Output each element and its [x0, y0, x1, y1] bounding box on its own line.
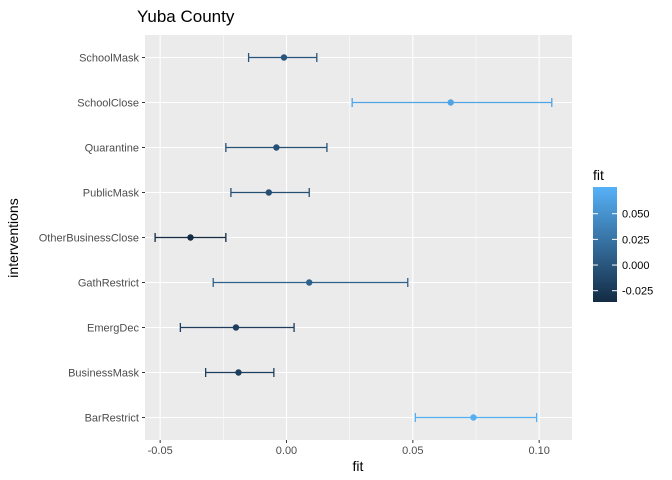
fit-point: [280, 54, 288, 61]
fit-point: [187, 234, 194, 241]
errorbar-PublicMask: [230, 188, 310, 197]
legend-title: fit: [593, 167, 604, 183]
legend-tick-label: 0.000: [622, 260, 650, 272]
legend-tick-label: 0.050: [622, 209, 650, 221]
x-tick-label: -0.05: [148, 445, 173, 457]
x-tick-label: 0.10: [528, 445, 549, 457]
errorbar-EmergDec: [179, 323, 295, 332]
legend-tick-label: -0.025: [622, 286, 653, 298]
x-axis-title: fit: [353, 458, 364, 474]
errorbar-GathRestrict: [212, 278, 409, 287]
y-tick-label: BarRestrict: [85, 413, 139, 425]
y-axis-ticks: SchoolMask SchoolClose Quarantine PublicMas…: [39, 53, 145, 425]
fit-point: [232, 324, 240, 331]
fit-point: [273, 144, 280, 151]
x-tick-label: 0.05: [402, 445, 423, 457]
fit-point: [447, 99, 454, 106]
y-tick-label: SchoolMask: [79, 53, 139, 65]
y-tick-label: PublicMask: [83, 188, 140, 200]
x-tick-label: 0.00: [276, 445, 297, 457]
y-tick-label: Quarantine: [85, 143, 139, 155]
legend-colorbar: [593, 187, 617, 302]
x-axis-ticks: -0.05 0.00 0.05 0.10: [148, 440, 550, 457]
errorbar-BarRestrict: [414, 413, 538, 422]
fit-point: [265, 189, 273, 196]
chart-title: Yuba County: [137, 7, 235, 26]
errorbar-SchoolMask: [247, 53, 318, 62]
fit-point: [470, 414, 477, 421]
error-bars: [154, 53, 553, 422]
y-tick-label: GathRestrict: [78, 278, 139, 290]
y-tick-label: SchoolClose: [77, 98, 139, 110]
y-tick-label: EmergDec: [87, 323, 139, 335]
y-axis-title: interventions: [5, 198, 21, 277]
errorbar-SchoolClose: [351, 98, 553, 107]
color-legend: fit 0.050 0.025 0.000 -0.025: [593, 167, 653, 302]
legend-tick-label: 0.025: [622, 234, 650, 246]
y-tick-label: BusinessMask: [68, 368, 139, 380]
errorbar-Quarantine: [225, 143, 328, 152]
errorbar-BusinessMask: [204, 368, 275, 377]
legend-ticks: 0.050 0.025 0.000 -0.025: [593, 209, 653, 298]
fit-point: [306, 279, 313, 286]
y-tick-label: OtherBusinessClose: [39, 233, 139, 245]
fit-point: [235, 369, 242, 376]
errorbar-OtherBusinessClose: [154, 233, 227, 242]
